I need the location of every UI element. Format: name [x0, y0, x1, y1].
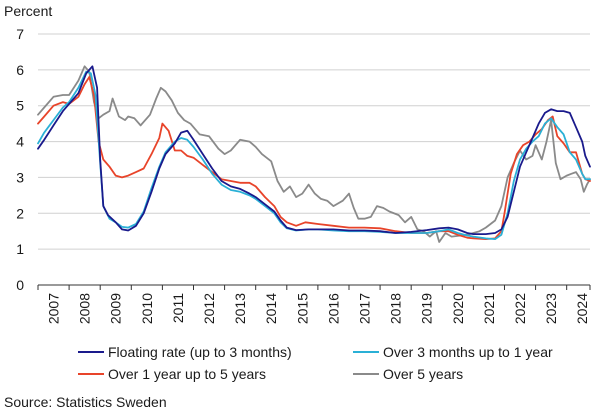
source-note: Source: Statistics Sweden [4, 394, 167, 410]
y-tick-label: 0 [16, 277, 24, 293]
x-tick-label: 2014 [263, 293, 279, 324]
legend-label-floating-rate: Floating rate (up to 3 months) [108, 344, 292, 360]
legend-label-over-5y: Over 5 years [383, 366, 464, 382]
legend-label-1y-5y: Over 1 year up to 5 years [108, 366, 266, 382]
y-tick-label: 3 [16, 169, 24, 185]
x-tick-label: 2024 [574, 293, 590, 324]
x-tick-label: 2010 [139, 293, 155, 324]
y-tick-label: 6 [16, 62, 24, 78]
x-tick-label: 2020 [450, 293, 466, 324]
x-tick-label: 2017 [357, 293, 373, 324]
x-tick-label: 2018 [388, 293, 404, 324]
x-tick-label: 2009 [108, 293, 124, 324]
gridlines [38, 33, 590, 286]
legend-swatch-1y-5y [78, 373, 104, 375]
y-tick-label: 4 [16, 134, 24, 150]
x-axis: 2007 2008 2009 2010 2011 2012 2013 2014 2015 2016… [37, 284, 591, 324]
x-tick-label: 2023 [543, 293, 559, 324]
legend-item-floating-rate: Floating rate (up to 3 months) [78, 344, 292, 360]
y-tick-label: 2 [16, 205, 24, 221]
x-tick-label: 2022 [512, 293, 528, 324]
series-line-2 [37, 76, 591, 240]
y-tick-label: 7 [16, 26, 24, 42]
y-tick-label: 1 [16, 241, 24, 257]
x-tick-label: 2013 [232, 293, 248, 324]
series-line-1 [37, 70, 591, 240]
x-tick-label: 2012 [201, 293, 217, 324]
x-tick-label: 2019 [419, 293, 435, 324]
legend-swatch-over-5y [353, 373, 379, 375]
x-tick-label: 2007 [46, 293, 62, 324]
x-tick-label: 2016 [325, 293, 341, 324]
y-axis-ticks: 0 1 2 3 4 5 6 7 [16, 26, 24, 293]
legend-swatch-floating-rate [78, 351, 104, 353]
legend-item-3m-1y: Over 3 months up to 1 year [353, 344, 553, 360]
legend-item-over-5y: Over 5 years [353, 366, 463, 382]
legend-item-1y-5y: Over 1 year up to 5 years [78, 366, 266, 382]
y-axis-label: Percent [4, 3, 52, 19]
series-lines [37, 65, 591, 243]
legend-label-3m-1y: Over 3 months up to 1 year [383, 344, 553, 360]
y-tick-label: 5 [16, 98, 24, 114]
x-tick-label: 2021 [481, 293, 497, 324]
legend-swatch-3m-1y [353, 351, 379, 353]
x-tick-label: 2011 [170, 293, 186, 323]
series-line-0 [37, 65, 591, 235]
x-tick-label: 2015 [294, 293, 310, 324]
x-tick-label: 2008 [77, 293, 93, 324]
